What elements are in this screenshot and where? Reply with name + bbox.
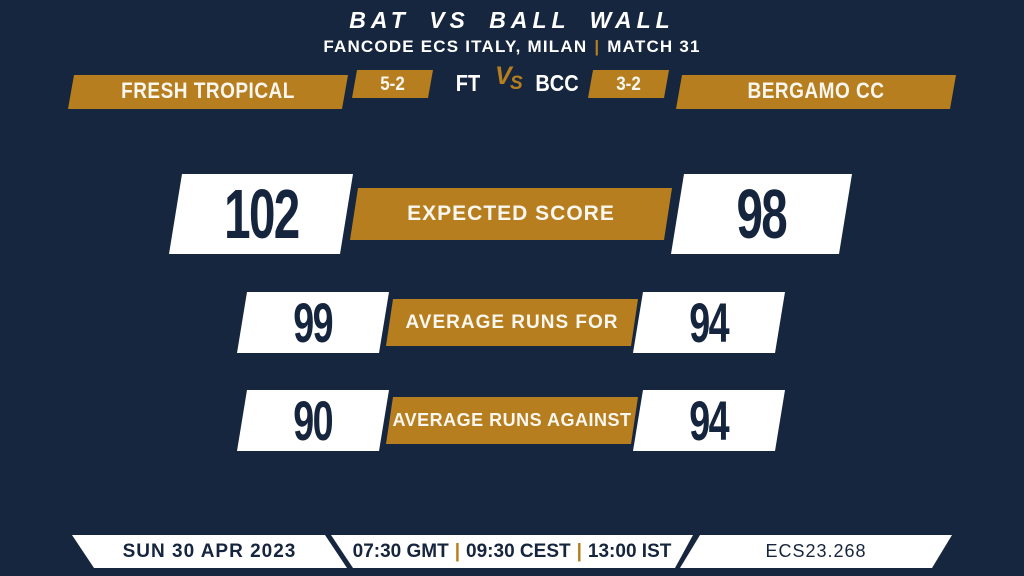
home-team-name: FRESH TROPICAL bbox=[121, 79, 295, 104]
time-separator: | bbox=[454, 540, 461, 562]
date-panel: SUN 30 APR 2023 bbox=[72, 535, 347, 568]
match-code: ECS23.268 bbox=[765, 541, 867, 561]
away-record: 3-2 bbox=[616, 72, 641, 95]
stat-label-bar: AVERAGE RUNS FOR bbox=[386, 299, 638, 346]
stat-label: EXPECTED SCORE bbox=[407, 202, 615, 225]
time-cest: 09:30 CEST bbox=[466, 540, 571, 562]
home-avg-runs-for: 99 bbox=[293, 291, 333, 354]
times-panel: 07:30 GMT | 09:30 CEST | 13:00 IST bbox=[331, 535, 693, 568]
vs-logo: V S bbox=[493, 64, 531, 98]
away-team-banner: BERGAMO CC bbox=[676, 75, 956, 109]
stat-label: AVERAGE RUNS FOR bbox=[405, 311, 619, 333]
home-avg-runs-against: 90 bbox=[293, 389, 333, 452]
home-team-abbr: FT bbox=[455, 71, 481, 97]
stat-label: AVERAGE RUNS AGAINST bbox=[392, 410, 632, 430]
subtitle: FANCODE ECS ITALY, MILAN | MATCH 31 bbox=[0, 37, 1024, 57]
away-team-name: BERGAMO CC bbox=[747, 79, 885, 104]
away-record-badge: 3-2 bbox=[588, 70, 669, 98]
home-record-badge: 5-2 bbox=[352, 70, 433, 98]
time-gmt: 07:30 GMT bbox=[352, 540, 449, 562]
away-stat-value-box: 94 bbox=[633, 292, 785, 353]
away-expected-score: 98 bbox=[736, 175, 787, 253]
stat-label-bar: AVERAGE RUNS AGAINST bbox=[386, 397, 638, 444]
away-stat-value-box: 98 bbox=[671, 174, 852, 254]
vs-letter-v: V bbox=[495, 62, 512, 90]
match-number: MATCH 31 bbox=[607, 37, 701, 56]
page-title: BAT VS BALL WALL bbox=[349, 7, 675, 33]
home-team-banner: FRESH TROPICAL bbox=[68, 75, 348, 109]
away-stat-value-box: 94 bbox=[633, 390, 785, 451]
away-avg-runs-for: 94 bbox=[689, 291, 729, 354]
away-team-abbr: BCC bbox=[535, 71, 579, 97]
time-separator: | bbox=[576, 540, 582, 562]
tournament-name: FANCODE ECS ITALY, MILAN bbox=[323, 37, 588, 56]
time-ist: 13:00 IST bbox=[587, 540, 672, 562]
home-expected-score: 102 bbox=[223, 175, 299, 253]
subtitle-separator: | bbox=[594, 37, 601, 56]
home-stat-value-box: 102 bbox=[169, 174, 353, 254]
stat-label-bar: EXPECTED SCORE bbox=[350, 188, 672, 240]
vs-letter-s: S bbox=[510, 73, 523, 94]
match-code-panel: ECS23.268 bbox=[680, 535, 952, 568]
home-record: 5-2 bbox=[380, 72, 405, 95]
match-date: SUN 30 APR 2023 bbox=[122, 540, 297, 562]
away-avg-runs-against: 94 bbox=[689, 389, 729, 452]
home-stat-value-box: 90 bbox=[237, 390, 389, 451]
home-stat-value-box: 99 bbox=[237, 292, 389, 353]
